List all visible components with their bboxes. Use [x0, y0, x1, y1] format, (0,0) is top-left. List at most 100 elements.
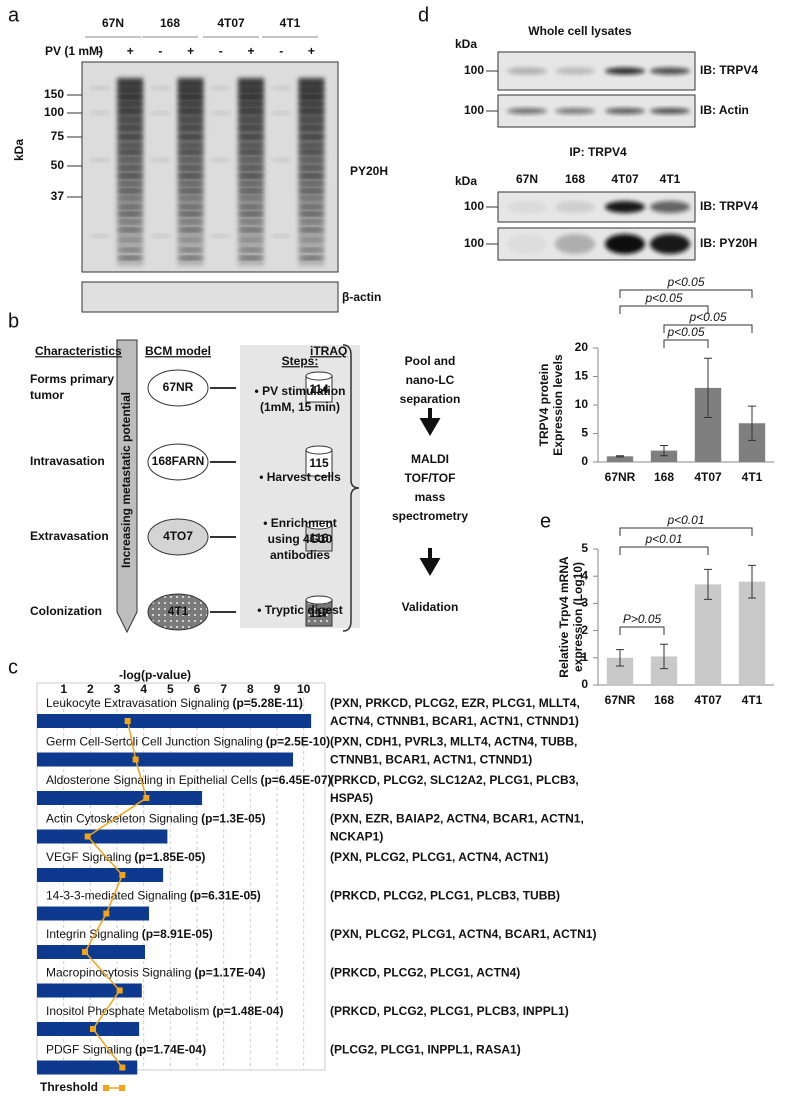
blot-band — [117, 212, 144, 216]
p-value-label: (p=1.3E-05) — [201, 812, 265, 826]
blot-band — [238, 166, 264, 170]
blot-band — [117, 158, 144, 162]
bracket — [663, 339, 709, 348]
blot-band — [298, 88, 325, 92]
category-label: Macropinocytosis Signaling — [46, 966, 191, 980]
blot-band — [238, 126, 264, 130]
treatment-sign: + — [308, 44, 315, 58]
p-value-label: (p=2.5E-10) — [266, 735, 330, 749]
blot-band — [177, 88, 204, 92]
panel-label: b — [8, 310, 19, 332]
y-tick-label: 1 — [581, 650, 588, 664]
tag-label: 117 — [309, 606, 329, 620]
unit-label: kDa — [12, 139, 26, 161]
blot-band — [650, 234, 690, 254]
blot-band — [177, 189, 204, 193]
blot-band — [177, 196, 204, 200]
lane-label: 67N — [102, 16, 124, 30]
error-bar — [748, 564, 756, 599]
blot-label: PY20H — [350, 164, 388, 178]
blot-band — [177, 109, 204, 113]
blot-band — [298, 182, 325, 186]
workflow-text: MALDI — [411, 452, 449, 466]
x-tick-label: 67NR — [605, 470, 636, 484]
workflow-text: nano-LC — [406, 373, 455, 387]
threshold-point — [143, 795, 150, 801]
bar — [37, 868, 164, 882]
threshold-point — [116, 987, 123, 994]
p-value-label: (p=6.45E-07) — [260, 773, 331, 787]
bar — [37, 752, 293, 767]
blot-band — [238, 182, 264, 186]
gene-list: NCKAP1) — [330, 830, 383, 844]
y-tick-label: 20 — [575, 340, 589, 354]
model-ellipse — [147, 369, 209, 407]
workflow-text: TOF/TOF — [405, 471, 456, 485]
threshold-point — [90, 1026, 96, 1032]
x-tick-label: 6 — [194, 682, 201, 696]
x-tick-label: 67NR — [605, 693, 636, 707]
blot-band — [177, 256, 204, 260]
treatment-sign: + — [187, 44, 194, 58]
step-text: • Tryptic digest — [257, 603, 343, 617]
unit-label: kDa — [455, 37, 477, 51]
bracket — [663, 324, 753, 333]
bar — [738, 581, 766, 685]
treatment-sign: - — [219, 44, 223, 58]
gene-list: (PRKCD, PLCG2, SLC12A2, PLCG1, PLCB3, — [330, 773, 579, 787]
characteristic: Colonization — [30, 604, 102, 618]
down-arrow — [419, 548, 441, 576]
blot-band — [177, 95, 204, 99]
x-tick-label: 168 — [654, 693, 674, 707]
workflow-text: separation — [400, 392, 461, 406]
blot-band — [298, 174, 325, 178]
gene-list: ACTN4, CTNNB1, BCAR1, ACTN1, CTNND1) — [330, 714, 579, 728]
blot-band — [177, 205, 204, 209]
workflow-text: spectrometry — [392, 509, 468, 523]
bracket — [619, 546, 709, 555]
bracket — [619, 305, 709, 314]
blot-band — [117, 189, 144, 193]
lane-label: 67N — [516, 172, 538, 186]
blot-band — [177, 82, 204, 86]
x-tick-label: 7 — [220, 682, 227, 696]
blot-band — [177, 182, 204, 186]
significance-label: p<0.05 — [666, 325, 704, 339]
threshold-point — [119, 872, 126, 878]
p-value-label: (p=1.85E-05) — [134, 850, 205, 864]
tube-top — [305, 371, 333, 381]
step-text: using 4G10 — [268, 532, 333, 546]
blot-band — [238, 102, 264, 106]
bar — [694, 584, 722, 685]
blot-band — [298, 256, 325, 260]
blot-band — [298, 220, 325, 224]
blot-band — [149, 158, 172, 162]
characteristic: tumor — [30, 388, 64, 402]
blot-band — [555, 67, 595, 75]
blot-band — [117, 220, 144, 224]
blot-band — [238, 256, 264, 260]
gene-list: (PXN, PRKCD, PLCG2, EZR, PLCG1, MLLT4, — [330, 696, 580, 710]
panel-label: e — [540, 510, 551, 532]
step-text: (1mM, 15 min) — [260, 400, 340, 414]
blot-band — [89, 111, 111, 115]
characteristic: Forms primary — [30, 372, 114, 386]
blot-band — [117, 228, 144, 232]
y-tick-label: 4 — [581, 568, 588, 582]
threshold-point — [124, 718, 131, 724]
blot-band — [117, 150, 144, 154]
blot-label: β-actin — [342, 290, 381, 304]
blot-band — [117, 182, 144, 186]
x-tick-label: 4T07 — [694, 470, 722, 484]
blot-band — [149, 86, 172, 90]
category-label: Inositol Phosphate Metabolism — [46, 1004, 209, 1018]
significance-label: p<0.05 — [688, 310, 726, 324]
bar — [37, 714, 312, 728]
blot-band — [177, 212, 204, 216]
category-label: PDGF Signaling — [46, 1043, 132, 1057]
steps-box — [240, 345, 360, 628]
marker-label: 100 — [464, 236, 484, 250]
bar — [37, 829, 168, 844]
blot-band — [298, 158, 325, 162]
gene-list: (PLCG2, PLCG1, INPPL1, RASA1) — [330, 1043, 521, 1057]
